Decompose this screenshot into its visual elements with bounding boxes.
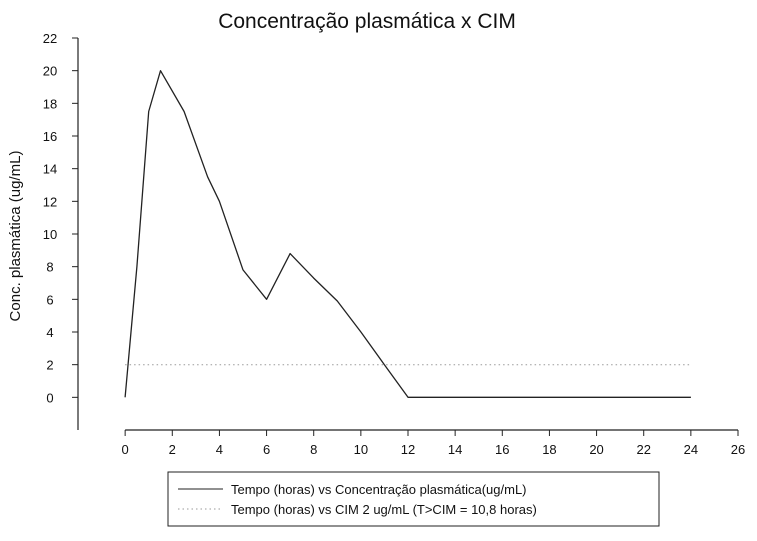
- legend-label-concentration: Tempo (horas) vs Concentração plasmática…: [231, 482, 527, 497]
- x-tick-label: 2: [169, 442, 176, 457]
- series-line-concentration: [124, 70, 691, 398]
- y-tick-label: 12: [43, 194, 57, 209]
- x-tick-label: 8: [310, 442, 317, 457]
- x-tick-label: 22: [636, 442, 650, 457]
- x-axis-ticks: 0 2 4 6 8 10 12 14 16 18 20 22 24 26: [122, 430, 745, 457]
- legend-box: [167, 471, 660, 527]
- legend: Tempo (horas) vs Concentração plasmática…: [167, 471, 660, 527]
- y-tick-label: 22: [43, 31, 57, 46]
- y-tick-label: 16: [43, 129, 57, 144]
- y-tick-label: 2: [46, 358, 53, 373]
- x-tick-label: 12: [401, 442, 415, 457]
- y-tick-label: 8: [46, 260, 53, 275]
- y-tick-label: 6: [46, 292, 53, 307]
- y-tick-label: 10: [43, 227, 57, 242]
- y-tick-label: 0: [46, 390, 53, 405]
- x-tick-label: 16: [495, 442, 509, 457]
- x-tick-label: 18: [542, 442, 556, 457]
- y-tick-label: 18: [43, 96, 57, 111]
- y-axis-label: Conc. plasmática (ug/mL): [7, 151, 24, 322]
- y-tick-label: 14: [43, 162, 57, 177]
- y-tick-label: 4: [46, 325, 53, 340]
- x-tick-label: 6: [263, 442, 270, 457]
- x-tick-label: 14: [448, 442, 462, 457]
- y-axis-ticks: 0 2 4 6 8 10 12 14 16 18 20 22: [43, 31, 78, 405]
- x-tick-label: 26: [731, 442, 745, 457]
- legend-label-cim: Tempo (horas) vs CIM 2 ug/mL (T>CIM = 10…: [231, 502, 537, 517]
- x-tick-label: 20: [589, 442, 603, 457]
- x-tick-label: 10: [354, 442, 368, 457]
- y-tick-label: 20: [43, 64, 57, 79]
- series-layer: [124, 70, 691, 398]
- x-tick-label: 24: [684, 442, 698, 457]
- x-tick-label: 4: [216, 442, 223, 457]
- chart-title: Concentração plasmática x CIM: [218, 10, 516, 33]
- x-tick-label: 0: [122, 442, 129, 457]
